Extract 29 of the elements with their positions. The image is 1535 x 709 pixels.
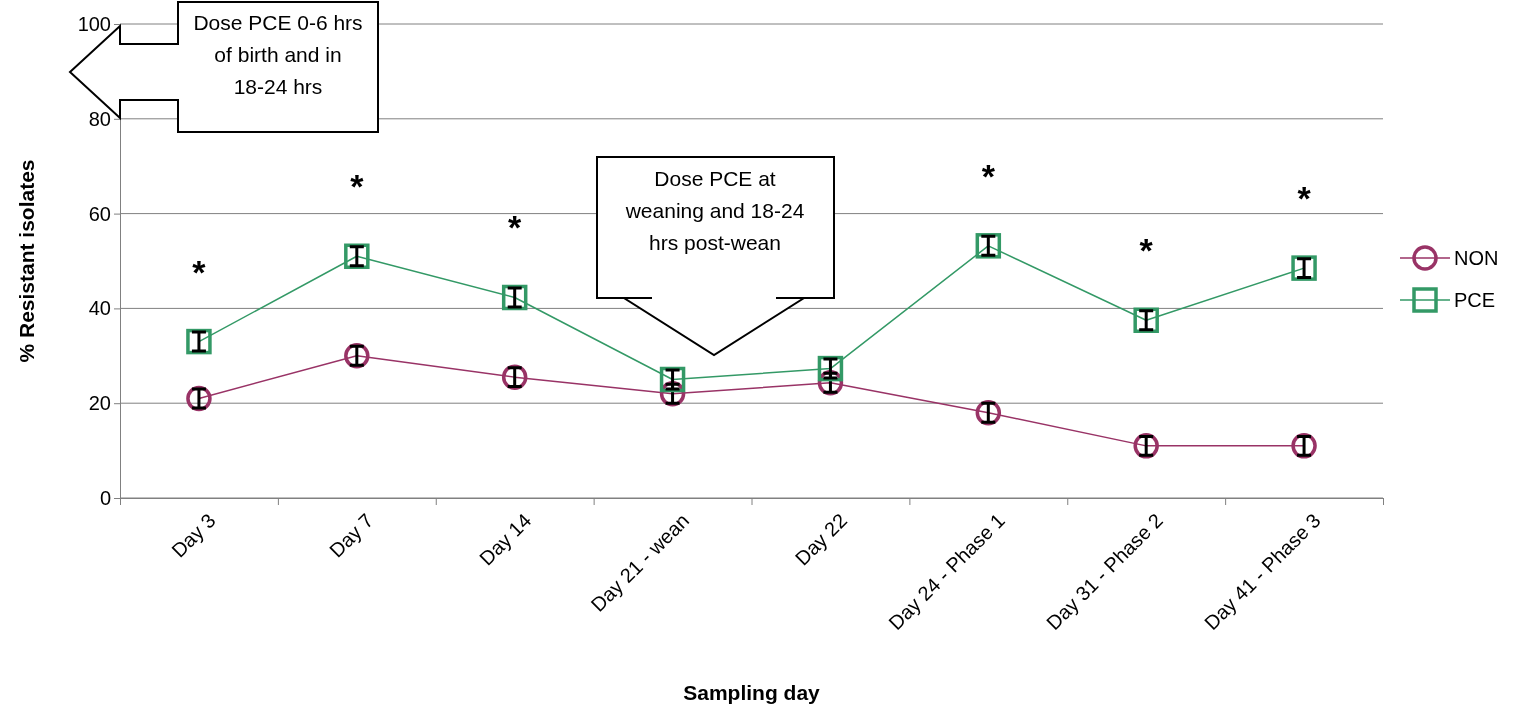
- point: [501, 364, 528, 390]
- annotation: Dose PCE at weaning and 18-24 hrs post-wean: [624, 167, 805, 254]
- x-tick-label: Day 7: [325, 509, 378, 562]
- annotation: Dose PCE 0-6 hrs of birth and in 18-24 hrs: [193, 11, 363, 98]
- y-tick-label: 100: [77, 12, 111, 35]
- x-tick-label: Day 14: [475, 509, 536, 570]
- y-tick-label: 20: [88, 392, 111, 415]
- annotation: *: [1139, 231, 1154, 270]
- annotation: *: [350, 167, 365, 206]
- x-axis-title: Sampling day: [683, 681, 821, 704]
- point: [975, 399, 1002, 426]
- point: [817, 370, 844, 396]
- y-tick-label: 40: [88, 297, 111, 320]
- point: [975, 233, 1002, 259]
- point: [659, 366, 686, 393]
- y-tick-label: 60: [88, 202, 111, 225]
- annotation: *: [192, 252, 207, 291]
- annotation: *: [508, 208, 523, 247]
- y-tick-label: 80: [88, 107, 111, 130]
- annotation: *: [1297, 179, 1312, 218]
- point: [817, 355, 844, 382]
- annotation: *: [981, 156, 996, 195]
- legend-label: NON: [1454, 247, 1499, 269]
- x-tick-label: Day 3: [167, 509, 220, 562]
- y-axis-title: % Resistant isolates: [15, 159, 38, 363]
- x-tick-label: Day 22: [790, 509, 852, 570]
- legend-label: PCE: [1454, 289, 1496, 311]
- y-tick-label: 0: [99, 486, 111, 509]
- point: [501, 284, 528, 311]
